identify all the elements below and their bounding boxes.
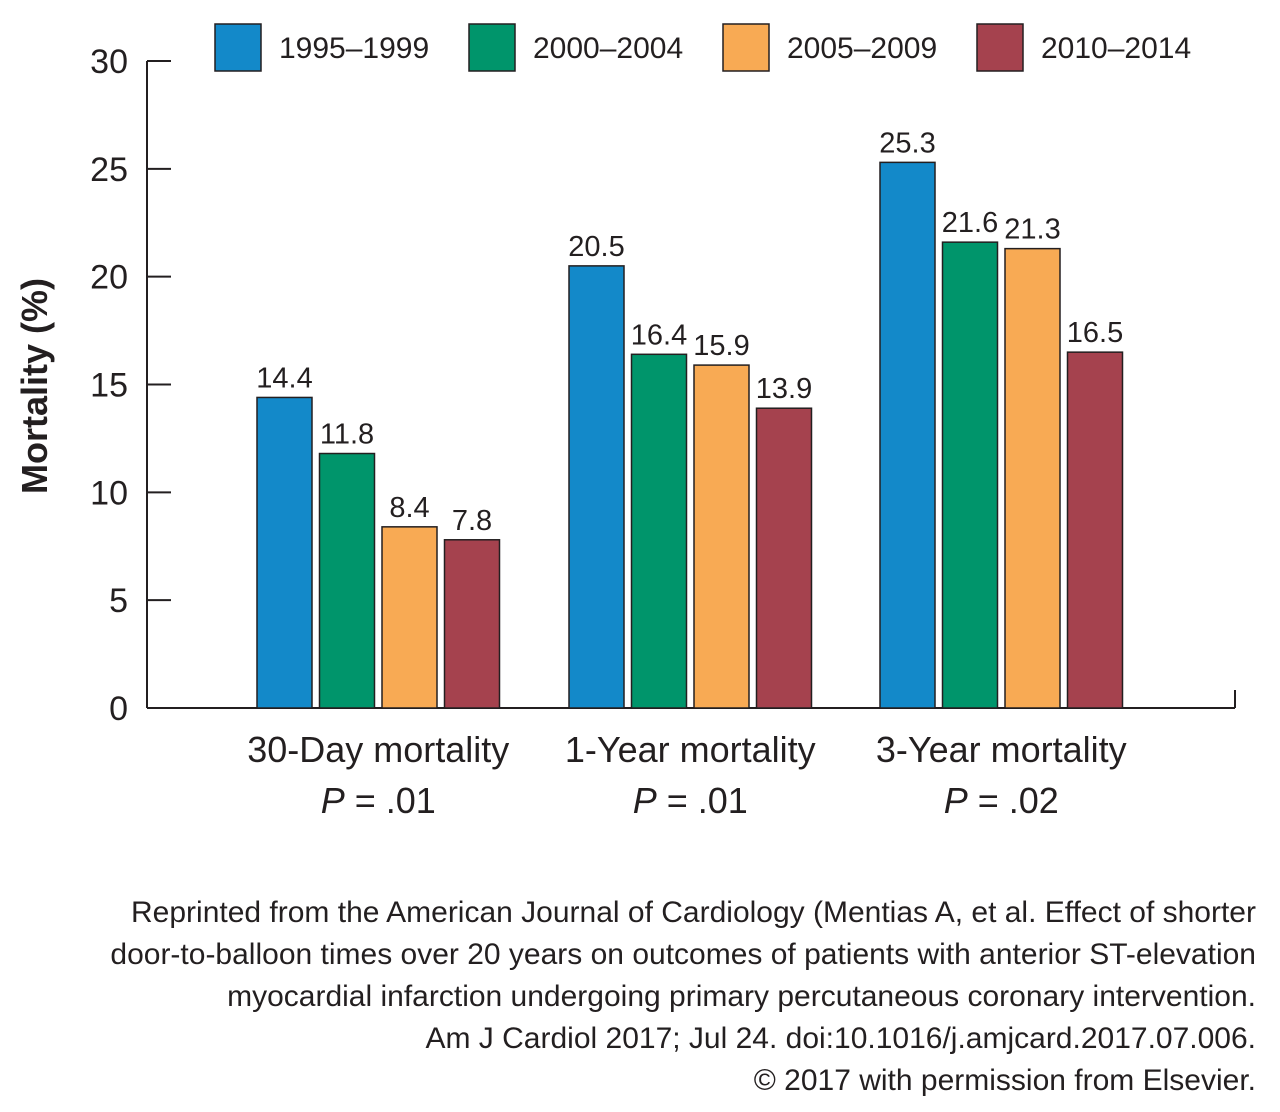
caption-line: Am J Cardiol 2017; Jul 24. doi:10.1016/j… bbox=[425, 1022, 1256, 1055]
bar-value-label: 16.4 bbox=[631, 319, 687, 351]
bar-value-label: 20.5 bbox=[568, 231, 624, 263]
y-tick-label: 30 bbox=[90, 43, 128, 81]
y-tick-label: 20 bbox=[90, 259, 128, 297]
legend-label: 2010–2014 bbox=[1041, 32, 1191, 65]
bar-value-label: 15.9 bbox=[693, 330, 749, 362]
bar bbox=[256, 396, 313, 709]
y-tick-label: 25 bbox=[90, 151, 128, 189]
bar bbox=[568, 265, 625, 709]
legend-swatch bbox=[722, 23, 770, 72]
legend-label: 2005–2009 bbox=[787, 32, 937, 65]
bar bbox=[318, 452, 376, 709]
legend-label: 2000–2004 bbox=[533, 32, 683, 65]
p-value-label: P = .02 bbox=[944, 780, 1059, 821]
legend-swatch bbox=[214, 23, 262, 72]
category-label: 3-Year mortality bbox=[876, 729, 1127, 770]
bar bbox=[381, 526, 438, 709]
y-tick-label: 0 bbox=[109, 690, 128, 728]
category-label: 1-Year mortality bbox=[565, 729, 816, 770]
bar-value-label: 21.3 bbox=[1004, 214, 1060, 246]
bar bbox=[693, 364, 750, 709]
bar bbox=[1004, 247, 1061, 709]
bar-value-label: 7.8 bbox=[452, 505, 492, 537]
legend-swatch bbox=[976, 23, 1024, 72]
y-tick-label: 15 bbox=[90, 367, 128, 405]
p-value-label: P = .01 bbox=[321, 780, 436, 821]
p-value-label: P = .01 bbox=[633, 780, 748, 821]
y-tick-label: 5 bbox=[109, 582, 128, 620]
legend-swatch bbox=[468, 23, 516, 72]
bar bbox=[1066, 351, 1124, 709]
source-caption: Reprinted from the American Journal of C… bbox=[16, 892, 1256, 1102]
y-axis-title: Mortality (%) bbox=[14, 278, 55, 494]
category-label: 30-Day mortality bbox=[247, 729, 509, 770]
bar-value-label: 21.6 bbox=[942, 207, 998, 239]
bar-value-label: 16.5 bbox=[1067, 317, 1123, 349]
bar-value-label: 25.3 bbox=[879, 127, 935, 159]
legend-label: 1995–1999 bbox=[279, 32, 429, 65]
bar bbox=[879, 161, 936, 709]
caption-line: myocardial infarction undergoing primary… bbox=[227, 980, 1256, 1013]
bar bbox=[755, 407, 813, 709]
y-tick-label: 10 bbox=[90, 474, 128, 512]
bar-value-label: 13.9 bbox=[756, 373, 812, 405]
caption-line: © 2017 with permission from Elsevier. bbox=[753, 1064, 1256, 1097]
bar-value-label: 14.4 bbox=[256, 362, 312, 394]
caption-line: door-to-balloon times over 20 years on o… bbox=[110, 938, 1256, 971]
bar-chart: 0 5 10 15 20 25 30 Mortality (%) 14.411.8 8.4 7.8 3… bbox=[14, 23, 1236, 821]
bar bbox=[941, 241, 999, 709]
bar-value-label: 11.8 bbox=[320, 419, 374, 451]
bar bbox=[630, 353, 688, 709]
caption-line: Reprinted from the American Journal of C… bbox=[131, 896, 1256, 929]
bar bbox=[443, 539, 501, 709]
bar-value-label: 8.4 bbox=[389, 492, 429, 524]
